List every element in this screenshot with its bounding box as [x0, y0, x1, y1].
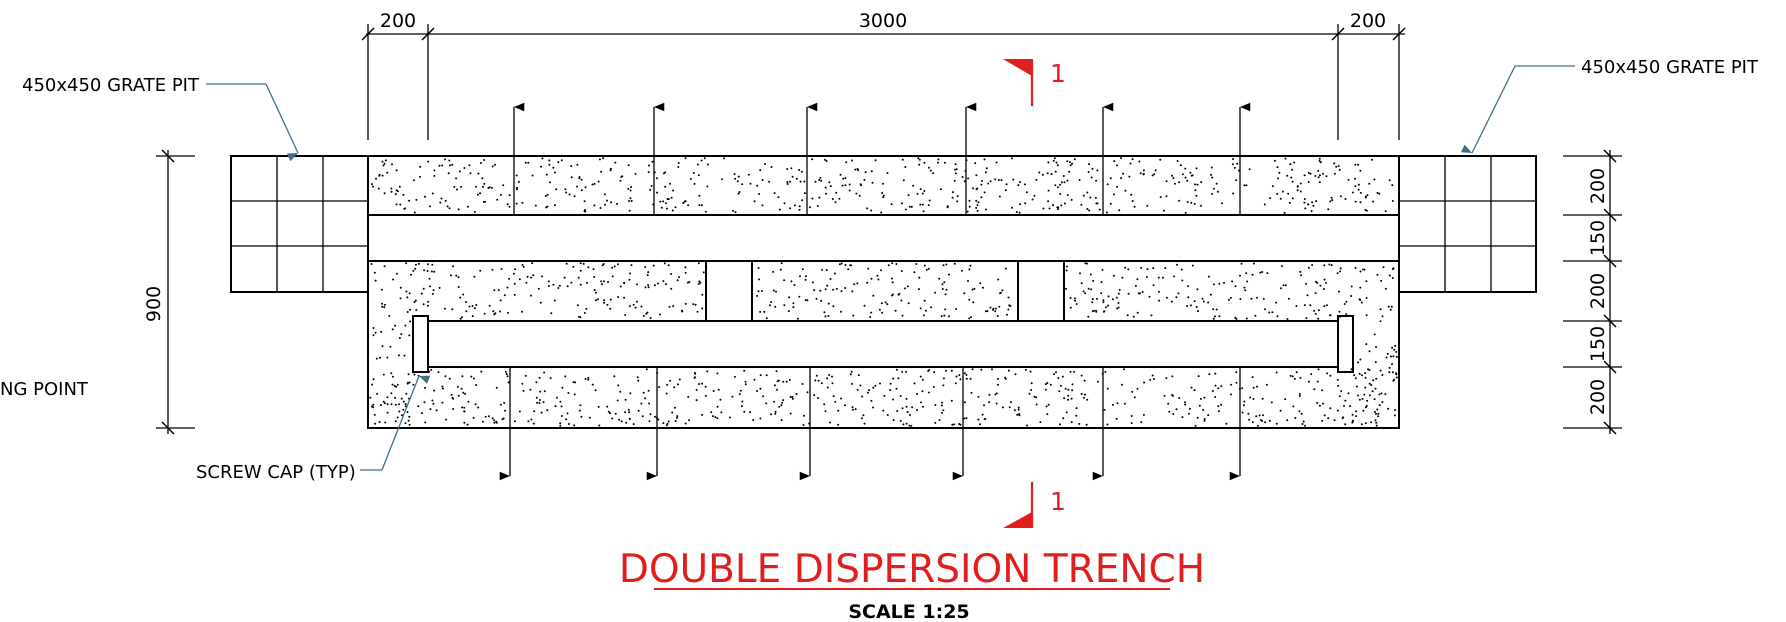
screw-cap-left	[412, 315, 429, 373]
label-grate-pit-right: 450x450 GRATE PIT	[1581, 57, 1759, 78]
dim-right-1: 200	[1587, 168, 1609, 204]
upper-distribution-pipe	[369, 216, 1398, 260]
left-dimension	[156, 149, 195, 435]
grate-pit-right	[1398, 155, 1537, 293]
top-dimension-chain	[361, 24, 1406, 140]
leader-screw-cap	[360, 375, 431, 471]
lower-distribution-pipe	[427, 320, 1339, 368]
dim-right-3: 200	[1587, 273, 1609, 309]
grate-pit-left	[230, 155, 369, 293]
drawing-title: DOUBLE DISPERSION TRENCH	[619, 547, 1205, 592]
section-marker-top	[1003, 59, 1034, 106]
section-marker-bottom	[1003, 482, 1034, 528]
screw-cap-right	[1337, 315, 1354, 373]
gravel-fill	[369, 157, 1398, 427]
label-connecting-point: NG POINT	[0, 379, 89, 400]
dim-top-left: 200	[380, 10, 416, 32]
dim-overall-height: 900	[143, 286, 165, 322]
dispersion-arrows-up	[513, 102, 1251, 215]
connector-right	[1017, 260, 1065, 322]
drawing-scale: SCALE 1:25	[848, 601, 969, 622]
right-dimension-chain	[1563, 149, 1622, 435]
dim-right-5: 200	[1587, 379, 1609, 415]
section-number-bottom: 1	[1050, 487, 1066, 516]
section-number-top: 1	[1050, 59, 1066, 88]
connector-left	[705, 260, 753, 322]
dim-top-middle: 3000	[859, 10, 907, 32]
dim-top-right: 200	[1350, 10, 1386, 32]
dim-right-2: 150	[1587, 220, 1609, 256]
dim-right-4: 150	[1587, 326, 1609, 362]
label-screw-cap: SCREW CAP (TYP)	[196, 462, 356, 483]
leader-grate-pit-left	[206, 83, 299, 162]
leader-grate-pit-right	[1460, 65, 1575, 154]
dispersion-arrows-down	[499, 367, 1241, 481]
label-grate-pit-left: 450x450 GRATE PIT	[22, 75, 200, 96]
